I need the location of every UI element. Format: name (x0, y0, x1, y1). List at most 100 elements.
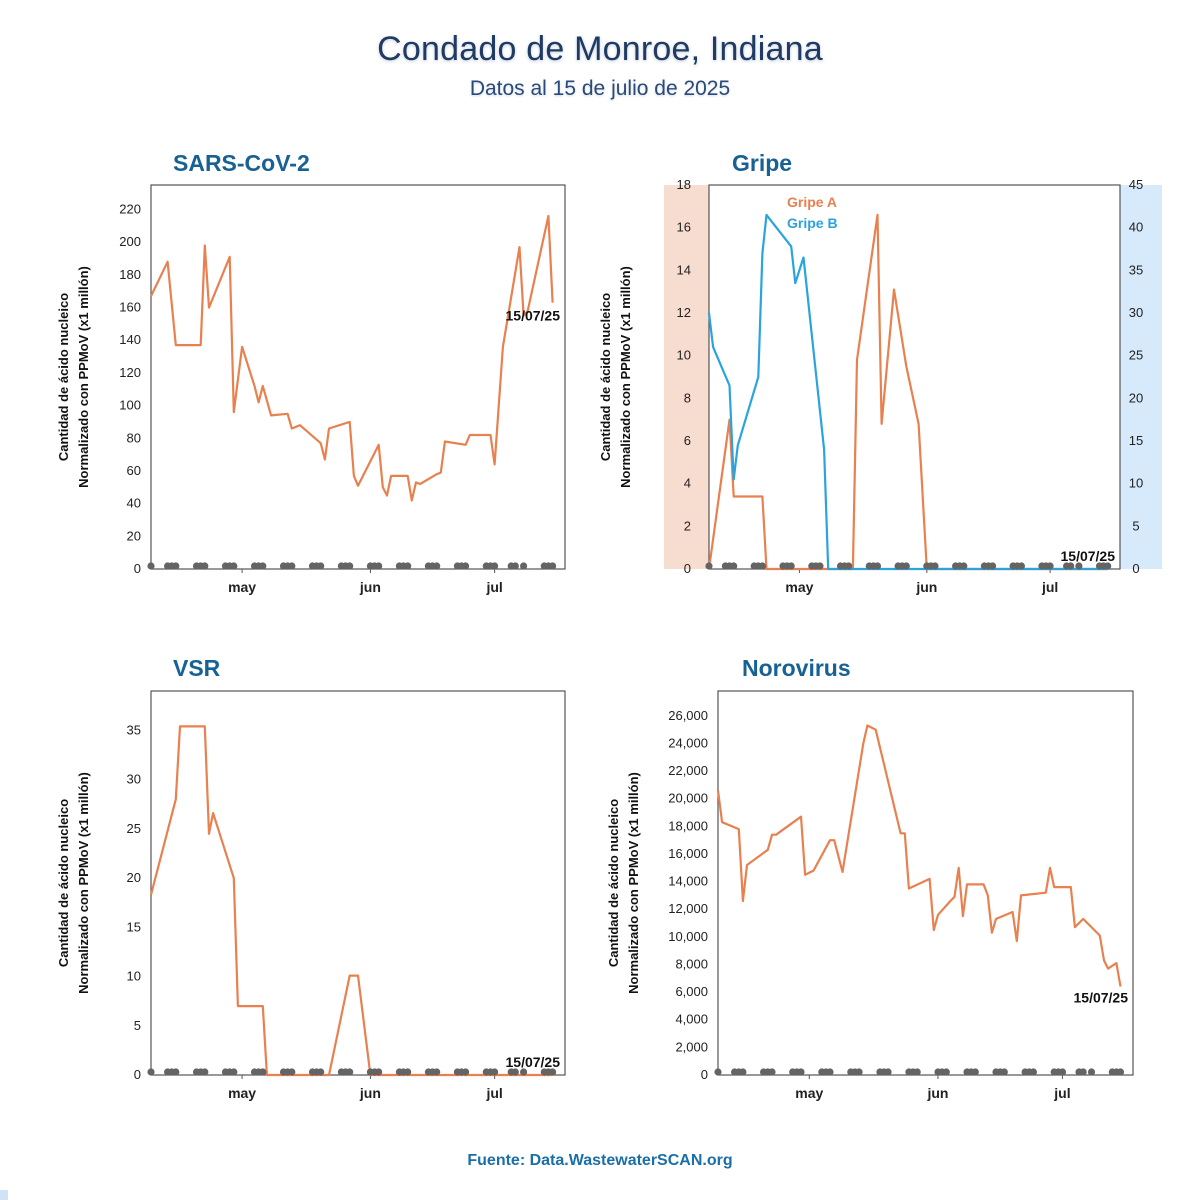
y-tick-label: 200 (119, 234, 141, 249)
y2-tick-label: 30 (1129, 305, 1143, 320)
y-tick-label: 16,000 (668, 846, 708, 861)
chart-title-noro: Norovirus (742, 655, 851, 681)
sample-dot (1058, 1068, 1067, 1076)
sample-dot (758, 562, 767, 570)
sample-dot (942, 1068, 950, 1076)
sample-dot (259, 562, 267, 570)
y2-tick-label: 35 (1129, 262, 1143, 277)
sample-dot (511, 1068, 519, 1076)
sample-dot (826, 1068, 834, 1076)
x-tick-label: may (228, 579, 256, 595)
y-axis-title: Normalizado con PPMoV (x1 millón) (626, 772, 641, 994)
y-tick-label: 12,000 (668, 901, 708, 916)
sample-dot (491, 1068, 499, 1076)
sample-dot (1017, 562, 1025, 570)
sample-dot (375, 562, 383, 570)
y-tick-label: 0 (701, 1067, 708, 1082)
y-tick-label: 60 (127, 463, 141, 478)
x-tick-label: jul (1041, 579, 1058, 595)
y-tick-label: 100 (119, 398, 141, 413)
sample-dot (172, 562, 180, 570)
page-subtitle: Datos al 15 de julio de 2025 (469, 77, 731, 100)
x-tick-label: jun (359, 1085, 381, 1101)
y-axis-title: Normalizado con PPMoV (x1 millón) (76, 266, 91, 488)
plot-frame (717, 690, 1134, 1076)
source-note: Fuente: Data.WastewaterSCAN.org (467, 1152, 733, 1169)
y-tick-label: 24,000 (668, 735, 708, 750)
y-tick-label: 25 (127, 821, 141, 836)
sample-dot (1000, 1068, 1008, 1076)
sample-dot (201, 1068, 209, 1076)
y-tick-label: 80 (127, 430, 141, 445)
sample-dot (873, 562, 882, 570)
y-axis-title: Normalizado con PPMoV (x1 millón) (618, 266, 633, 488)
sample-dot (931, 562, 939, 570)
y-tick-label: 160 (119, 300, 141, 315)
sample-dot (230, 562, 238, 570)
sample-dot (520, 1068, 528, 1076)
sample-dot (259, 1068, 267, 1076)
series-line-gripe-b (707, 213, 1108, 571)
chart-title-vsr: VSR (173, 655, 221, 681)
sample-dot (768, 1068, 776, 1076)
x-tick-label: may (785, 579, 813, 595)
y-tick-label: 15 (127, 919, 141, 934)
sample-dot (230, 1068, 238, 1076)
sample-dot (1087, 1068, 1096, 1076)
sample-dot (816, 562, 824, 570)
x-tick-label: jun (926, 1085, 948, 1101)
y-tick-label: 10 (127, 969, 141, 984)
x-tick-label: jun (915, 579, 937, 595)
y-tick-label: 35 (127, 722, 141, 737)
sample-dot (739, 1068, 747, 1076)
sample-dot (317, 1068, 325, 1076)
end-date-label: 15/07/25 (506, 308, 561, 324)
sample-dot (971, 1068, 979, 1076)
y-tick-label: 2 (684, 518, 691, 533)
sample-dot (1116, 1068, 1125, 1076)
sample-dot (1104, 562, 1112, 570)
sample-dot (433, 1068, 441, 1076)
y2-tick-label: 45 (1129, 177, 1143, 192)
y-tick-label: 14,000 (668, 874, 708, 889)
sample-dot (1029, 1068, 1037, 1076)
sample-dot (491, 562, 499, 570)
y-tick-label: 16 (677, 220, 691, 235)
end-date-label: 15/07/25 (1074, 990, 1129, 1006)
y-tick-label: 6,000 (675, 984, 708, 999)
y-tick-label: 120 (119, 365, 141, 380)
sample-dot (288, 562, 296, 570)
y-tick-label: 10,000 (668, 929, 708, 944)
y-axis-title: Cantidad de ácido nucleico (56, 293, 71, 461)
x-tick-label: jul (485, 1085, 502, 1101)
chart-title-sars: SARS-CoV-2 (173, 150, 310, 176)
right-axis-band (1120, 185, 1162, 569)
sample-dot (714, 1068, 722, 1076)
x-tick-label: jul (1053, 1085, 1070, 1101)
sample-dot (404, 1068, 412, 1076)
y-tick-label: 0 (134, 1067, 141, 1082)
y-tick-label: 0 (684, 561, 691, 576)
sample-dot (317, 562, 325, 570)
legend-entry: Gripe A (787, 194, 837, 210)
y-tick-label: 18,000 (668, 818, 708, 833)
sample-dot (1075, 562, 1083, 570)
y-tick-label: 140 (119, 332, 141, 347)
chart-title-flu: Gripe (732, 150, 793, 176)
sample-dot (884, 1068, 892, 1076)
sample-dot (549, 1068, 557, 1076)
y2-tick-label: 10 (1129, 476, 1143, 491)
y-axis-title: Normalizado con PPMoV (x1 millón) (76, 772, 91, 994)
y2-tick-label: 15 (1129, 433, 1143, 448)
y-axis-title: Cantidad de ácido nucleico (598, 293, 613, 461)
sample-dot (520, 562, 528, 570)
y-tick-label: 8,000 (675, 956, 708, 971)
y-tick-label: 8 (684, 390, 691, 405)
y2-tick-label: 5 (1132, 518, 1139, 533)
sample-dot (462, 1068, 470, 1076)
left-axis-band (664, 185, 709, 569)
y-tick-label: 220 (119, 202, 141, 217)
legend-entry: Gripe B (787, 215, 838, 231)
y2-tick-label: 20 (1129, 390, 1143, 405)
